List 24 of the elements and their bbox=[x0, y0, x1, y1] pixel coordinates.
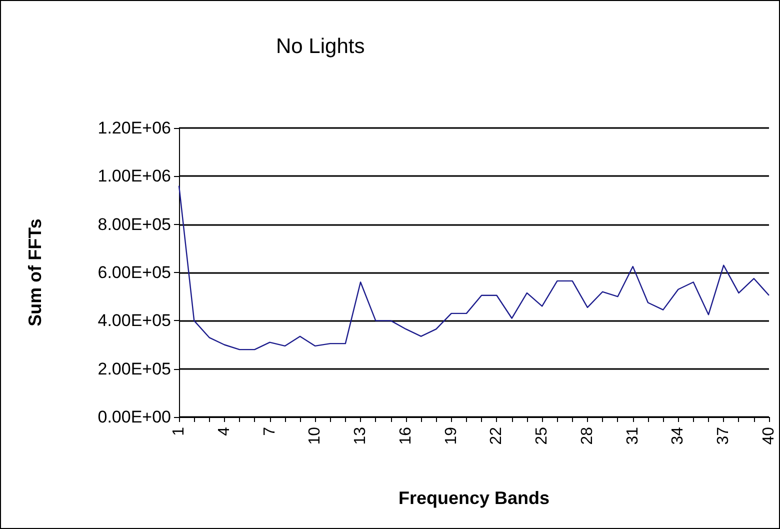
x-tick-label: 34 bbox=[670, 426, 687, 445]
x-tick-label: 1 bbox=[170, 426, 188, 436]
y-tick-label: 1.00E+06 bbox=[98, 166, 171, 186]
x-tick-label: 40 bbox=[760, 426, 778, 445]
x-tick-label: 10 bbox=[306, 426, 324, 445]
y-tick-label: 1.20E+06 bbox=[98, 118, 171, 138]
x-tick-label: 37 bbox=[715, 426, 732, 445]
y-tick-label: 0.00E+00 bbox=[98, 408, 171, 426]
y-axis-title: Sum of FFTs bbox=[25, 218, 45, 326]
x-axis-title: Frequency Bands bbox=[398, 488, 550, 508]
x-tick-label: 4 bbox=[216, 426, 233, 436]
x-tick-label: 22 bbox=[488, 426, 506, 445]
chart-title: No Lights bbox=[276, 35, 365, 58]
x-tick-label: 25 bbox=[534, 426, 551, 445]
y-tick-label: 6.00E+05 bbox=[98, 263, 171, 282]
x-tick-label: 19 bbox=[442, 426, 460, 445]
x-tick-label: 28 bbox=[578, 426, 596, 445]
x-tick-label: 31 bbox=[624, 426, 642, 445]
x-tick-label: 13 bbox=[352, 426, 370, 445]
y-tick-label: 2.00E+05 bbox=[98, 359, 171, 378]
x-tick-label: 16 bbox=[397, 426, 414, 445]
x-tick-label: 7 bbox=[261, 426, 278, 436]
y-tick-label: 8.00E+05 bbox=[98, 214, 171, 234]
y-tick-label: 4.00E+05 bbox=[98, 311, 171, 330]
